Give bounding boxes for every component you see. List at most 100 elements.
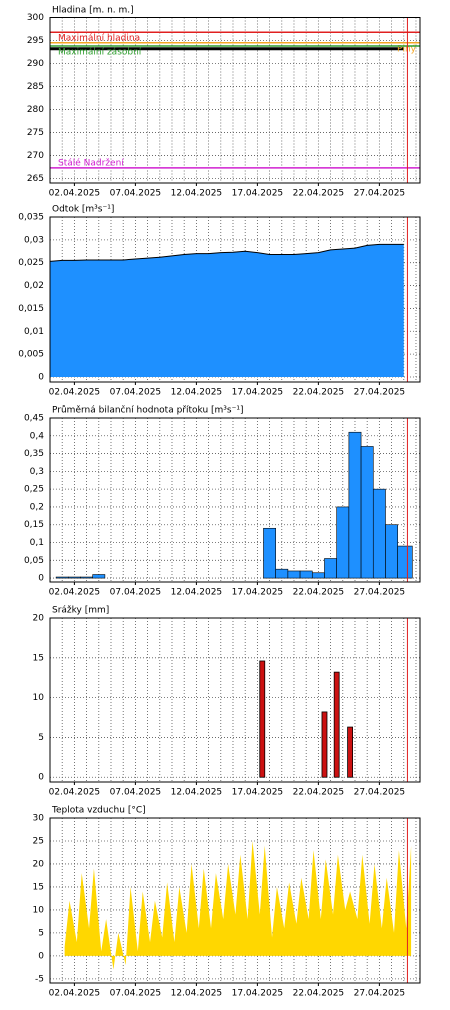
- area-outline: [49, 243, 404, 262]
- x-tick-label: 27.04.2025: [354, 388, 406, 398]
- bar: [360, 446, 374, 579]
- x-tick-label: 22.04.2025: [293, 788, 345, 798]
- bar: [287, 570, 301, 579]
- reference-label: Maximální zásobní: [58, 48, 142, 58]
- y-tick-label: 10: [33, 905, 45, 915]
- bar: [263, 527, 276, 579]
- x-tick-label: 12.04.2025: [171, 189, 223, 199]
- bar: [259, 660, 266, 778]
- y-tick-label: 0: [38, 372, 44, 382]
- bar: [275, 568, 289, 579]
- bar: [311, 572, 325, 579]
- y-tick-label: 0: [38, 951, 44, 961]
- area: [50, 244, 404, 377]
- y-tick-label: 0,02: [24, 281, 44, 291]
- chart-title: Hladina [m. n. m.]: [52, 6, 134, 16]
- y-tick-label: 0,25: [24, 485, 44, 495]
- x-tick-label: 12.04.2025: [171, 588, 223, 598]
- bar: [80, 576, 93, 579]
- x-tick-label: 17.04.2025: [232, 189, 284, 199]
- plot-frame: [49, 617, 421, 783]
- y-tick-label: 0,01: [24, 327, 44, 337]
- x-tick-label: 02.04.2025: [49, 388, 101, 398]
- y-tick-label: 20: [33, 859, 45, 869]
- x-tick-label: 27.04.2025: [354, 989, 406, 999]
- x-tick-label: 17.04.2025: [232, 788, 284, 798]
- x-tick-label: 17.04.2025: [232, 989, 284, 999]
- bar: [347, 726, 353, 778]
- x-tick-label: 22.04.2025: [293, 189, 345, 199]
- y-tick-label: 20: [33, 614, 45, 624]
- y-tick-label: 0,3: [30, 467, 44, 477]
- y-tick-label: 0,1: [30, 538, 44, 548]
- y-tick-label: 10: [33, 693, 45, 703]
- x-tick-label: 22.04.2025: [293, 388, 345, 398]
- x-tick-label: 07.04.2025: [110, 989, 162, 999]
- y-tick-label: 0,15: [24, 520, 44, 530]
- y-tick-label: 5: [38, 733, 44, 743]
- y-tick-label: 0,025: [18, 258, 44, 268]
- y-tick-label: 25: [33, 836, 44, 846]
- reference-label: Stálé Nadržení: [58, 157, 124, 168]
- x-tick-label: 17.04.2025: [232, 588, 284, 598]
- reference-label: Plný: [397, 44, 417, 54]
- y-tick-label: 295: [27, 36, 44, 46]
- y-tick-label: 0: [38, 574, 44, 584]
- plot-frame: [49, 417, 421, 583]
- bar: [397, 545, 413, 579]
- x-tick-label: 22.04.2025: [293, 989, 345, 999]
- x-tick-label: 07.04.2025: [110, 189, 162, 199]
- area: [64, 840, 412, 970]
- y-tick-label: 285: [27, 82, 44, 92]
- y-tick-label: 0,005: [18, 350, 44, 360]
- x-tick-label: 12.04.2025: [171, 989, 223, 999]
- y-tick-label: 15: [33, 882, 44, 892]
- bar: [299, 570, 313, 579]
- y-tick-label: 280: [27, 105, 44, 115]
- bar: [55, 576, 69, 579]
- y-tick-label: 0,015: [18, 304, 44, 314]
- x-tick-label: 22.04.2025: [293, 588, 345, 598]
- chart-title: Průměrná bilanční hodnota přítoku [m³s⁻¹…: [52, 405, 243, 416]
- x-tick-label: 02.04.2025: [49, 788, 101, 798]
- bar: [385, 524, 398, 579]
- y-tick-label: 0,035: [18, 213, 44, 223]
- x-tick-label: 17.04.2025: [232, 388, 284, 398]
- plot-area: [50, 17, 420, 183]
- y-tick-label: 0,05: [24, 556, 44, 566]
- y-tick-label: 0,03: [24, 235, 44, 245]
- bar: [336, 506, 350, 579]
- y-tick-label: -5: [35, 974, 44, 984]
- y-tick-label: 0: [38, 773, 44, 783]
- y-tick-label: 265: [27, 174, 44, 184]
- chart-title: Odtok [m³s⁻¹]: [52, 205, 114, 215]
- x-tick-label: 02.04.2025: [49, 189, 101, 199]
- reference-label: Maximální hladina: [58, 34, 140, 44]
- bar: [92, 574, 106, 579]
- y-tick-label: 0,35: [24, 449, 44, 459]
- y-tick-label: 0,45: [24, 414, 44, 424]
- plot-frame: [49, 216, 421, 383]
- x-tick-label: 02.04.2025: [49, 989, 101, 999]
- x-tick-label: 07.04.2025: [110, 588, 162, 598]
- y-tick-label: 300: [27, 13, 44, 23]
- x-tick-label: 27.04.2025: [354, 588, 406, 598]
- x-tick-label: 02.04.2025: [49, 588, 101, 598]
- bar: [348, 431, 362, 579]
- y-tick-label: 270: [27, 151, 44, 161]
- bar: [372, 488, 386, 579]
- y-tick-label: 5: [38, 928, 44, 938]
- y-tick-label: 15: [33, 653, 44, 663]
- x-tick-label: 27.04.2025: [354, 189, 406, 199]
- y-tick-label: 0,4: [30, 431, 45, 441]
- bar: [333, 671, 340, 778]
- bar: [324, 558, 337, 579]
- x-tick-label: 07.04.2025: [110, 788, 162, 798]
- y-tick-label: 275: [27, 128, 44, 138]
- bar: [67, 576, 81, 579]
- x-tick-label: 12.04.2025: [171, 788, 223, 798]
- y-tick-label: 290: [27, 59, 44, 69]
- plot-frame: [49, 817, 421, 984]
- x-tick-label: 27.04.2025: [354, 788, 406, 798]
